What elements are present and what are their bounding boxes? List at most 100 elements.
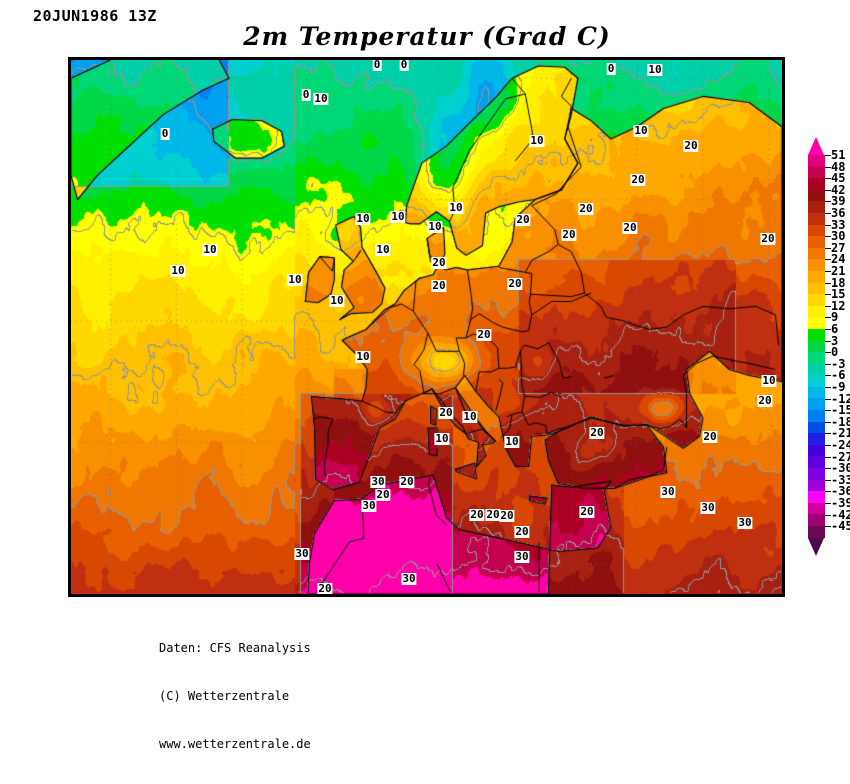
legend-tick bbox=[825, 340, 831, 342]
contour-label: 20 bbox=[757, 394, 773, 407]
legend-swatch bbox=[808, 502, 825, 515]
legend-tick bbox=[825, 282, 831, 284]
contour-label: 20 bbox=[499, 509, 515, 522]
legend-tick bbox=[825, 224, 831, 226]
legend-tick bbox=[825, 491, 831, 493]
legend-swatch bbox=[808, 328, 825, 341]
contour-label: 10 bbox=[355, 350, 371, 363]
contour-label: 20 bbox=[375, 488, 391, 501]
legend-tick-label: 51 bbox=[831, 148, 846, 162]
legend-tick-label: 39 bbox=[831, 194, 846, 209]
legend-tick bbox=[825, 305, 831, 307]
contour-label: 30 bbox=[660, 485, 676, 498]
legend-swatch bbox=[808, 317, 825, 329]
legend-tick-label: 9 bbox=[831, 310, 839, 325]
contour-label: 20 bbox=[578, 202, 594, 215]
legend-tick bbox=[825, 398, 831, 400]
legend-tick bbox=[825, 363, 831, 365]
legend-tick bbox=[825, 317, 831, 319]
contour-label: 20 bbox=[683, 139, 699, 152]
legend-tick-label: 21 bbox=[831, 264, 846, 278]
legend-swatch bbox=[808, 421, 825, 434]
legend-tick bbox=[825, 178, 831, 180]
contour-label: 10 bbox=[329, 294, 345, 307]
contour-label: 10 bbox=[202, 243, 218, 256]
color-scale-legend: 51 48 45 42 39 36 33 30 27 24 21 18 15 12 9 6 3 0 -3 -6 -9 -1… bbox=[805, 130, 850, 556]
legend-tick-label: 6 bbox=[831, 322, 839, 336]
legend-tick bbox=[825, 445, 831, 446]
legend-tick-label: 12 bbox=[831, 298, 846, 313]
credits-line-url[interactable]: www.wetterzentrale.de bbox=[159, 737, 311, 751]
contour-label: 10 bbox=[434, 432, 450, 445]
legend-tick bbox=[825, 387, 831, 388]
contour-label: 10 bbox=[313, 92, 329, 105]
legend-tick-label: 30 bbox=[831, 229, 846, 244]
legend-tick bbox=[825, 468, 831, 470]
contour-label: 20 bbox=[760, 232, 776, 245]
contour-label: 10 bbox=[390, 210, 406, 223]
contour-label: 20 bbox=[399, 475, 415, 488]
legend-swatch bbox=[808, 468, 825, 480]
legend-tick-label: -39 bbox=[831, 496, 850, 510]
page-title: 2m Temperatur (Grad C) bbox=[243, 22, 611, 51]
contour-label: 30 bbox=[370, 475, 386, 488]
legend-tick-label: -30 bbox=[831, 461, 850, 476]
legend-swatch bbox=[808, 166, 825, 179]
contour-label: 10 bbox=[170, 264, 186, 277]
contour-label: 20 bbox=[514, 525, 530, 538]
legend-tick-label: 36 bbox=[831, 206, 846, 220]
contour-label: 20 bbox=[431, 256, 447, 269]
contour-label: 10 bbox=[529, 134, 545, 147]
credits: Daten: CFS Reanalysis (C) Wetterzentrale… bbox=[159, 608, 311, 784]
legend-tick bbox=[825, 166, 831, 168]
legend-tick bbox=[825, 526, 831, 528]
legend-tick bbox=[825, 155, 831, 156]
contour-label: 0 bbox=[606, 62, 616, 75]
contour-label: 10 bbox=[761, 374, 777, 387]
legend-swatch bbox=[808, 479, 825, 492]
legend-tick bbox=[825, 247, 831, 249]
legend-tick-label: 24 bbox=[831, 252, 846, 267]
legend-tick-label: -42 bbox=[831, 507, 850, 522]
legend-tick-label: 3 bbox=[831, 333, 839, 348]
legend-tick bbox=[825, 259, 831, 261]
legend-tick bbox=[825, 189, 831, 191]
legend-tick bbox=[825, 375, 831, 377]
contour-label: 30 bbox=[294, 547, 310, 560]
date-label: 20JUN1986 13Z bbox=[33, 7, 157, 25]
legend-swatch bbox=[808, 201, 825, 213]
legend-tick-label: 18 bbox=[831, 275, 846, 290]
legend-tick-label: -15 bbox=[831, 403, 850, 418]
contour-label: 10 bbox=[448, 201, 464, 214]
legend-tick bbox=[825, 352, 831, 354]
legend-tick bbox=[825, 236, 831, 238]
legend-swatch bbox=[808, 282, 825, 295]
legend-swatch bbox=[808, 491, 825, 503]
legend-tick-label: 42 bbox=[831, 182, 846, 197]
contour-label: 10 bbox=[647, 63, 663, 76]
contour-label: 0 bbox=[160, 127, 170, 140]
contour-label: 30 bbox=[401, 572, 417, 585]
legend-swatch bbox=[808, 375, 825, 387]
legend-tick-label: -27 bbox=[831, 449, 850, 464]
legend-tick-label: -24 bbox=[831, 438, 850, 452]
contour-label: 20 bbox=[485, 508, 501, 521]
legend-swatch bbox=[808, 259, 825, 271]
legend-swatch bbox=[808, 340, 825, 353]
legend-tick-label: -18 bbox=[831, 414, 850, 429]
temperature-map[interactable]: 0 0 10 0 0 0 10 10 10 20 20 10 10 10 10 10 10 20 20 20 20 20 1… bbox=[68, 57, 785, 597]
legend-swatch bbox=[808, 433, 825, 445]
credits-line-data: Daten: CFS Reanalysis bbox=[159, 641, 311, 655]
contour-label: 10 bbox=[633, 124, 649, 137]
credits-line-copyright: (C) Wetterzentrale bbox=[159, 689, 290, 703]
contour-label: 30 bbox=[737, 516, 753, 529]
legend-swatch bbox=[808, 352, 825, 364]
contour-label: 10 bbox=[427, 220, 443, 233]
contour-label: 20 bbox=[515, 213, 531, 226]
legend-swatch bbox=[808, 410, 825, 422]
legend-color-bar bbox=[808, 155, 825, 538]
contour-label: 0 bbox=[372, 58, 382, 71]
legend-min-arrow-icon bbox=[808, 537, 824, 556]
legend-tick bbox=[825, 410, 831, 412]
legend-tick-label: -45 bbox=[831, 519, 850, 534]
